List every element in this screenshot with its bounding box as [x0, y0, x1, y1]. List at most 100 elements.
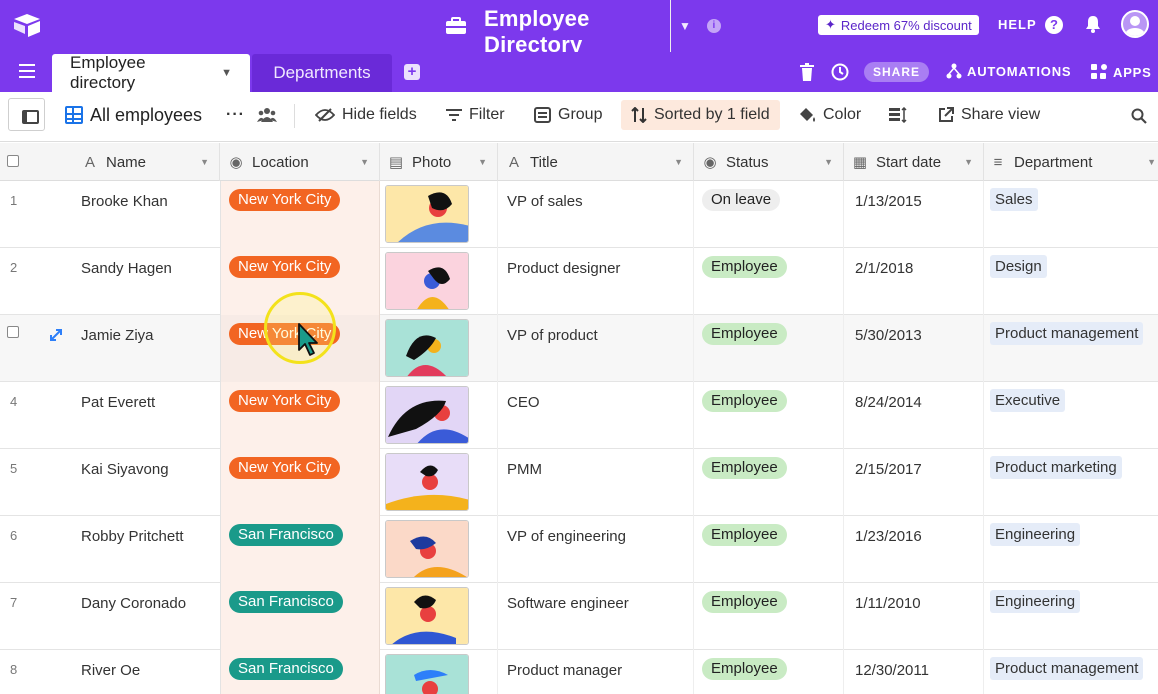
color-button[interactable]: Color	[798, 100, 861, 130]
table-row[interactable]: 8 River Oe San Francisco Product manager…	[0, 650, 1158, 694]
department-cell[interactable]: Design	[984, 248, 1158, 315]
view-switcher[interactable]: All employees	[65, 100, 202, 130]
tab-departments[interactable]: Departments	[252, 54, 392, 92]
sort-button[interactable]: Sorted by 1 field	[621, 100, 780, 130]
table-row[interactable]: 4 Pat Everett New York City CEO Employee…	[0, 382, 1158, 449]
name-cell[interactable]: Sandy Hagen	[81, 260, 172, 277]
title-cell[interactable]: VP of sales	[498, 181, 694, 248]
status-cell[interactable]: Employee	[694, 583, 844, 650]
table-row[interactable]: 2 Sandy Hagen New York City Product desi…	[0, 248, 1158, 315]
start-date-cell[interactable]: 12/30/2011	[844, 650, 984, 694]
share-view-button[interactable]: Share view	[938, 100, 1040, 130]
column-header-location[interactable]: ◉ Location ▼	[220, 143, 380, 181]
title-cell[interactable]: Product manager	[498, 650, 694, 694]
row-height-button[interactable]	[889, 100, 907, 130]
status-cell[interactable]: Employee	[694, 516, 844, 583]
chevron-down-icon[interactable]: ▼	[964, 157, 973, 167]
photo-cell[interactable]	[380, 516, 498, 583]
location-cell[interactable]: San Francisco	[220, 516, 380, 583]
table-row[interactable]: 7 Dany Coronado San Francisco Software e…	[0, 583, 1158, 650]
start-date-cell[interactable]: 1/23/2016	[844, 516, 984, 583]
chevron-down-icon[interactable]: ▼	[824, 157, 833, 167]
status-cell[interactable]: Employee	[694, 315, 844, 382]
apps-button[interactable]: APPS	[1090, 63, 1152, 81]
name-cell[interactable]: Pat Everett	[81, 394, 156, 411]
title-cell[interactable]: VP of product	[498, 315, 694, 382]
history-icon[interactable]	[830, 62, 850, 82]
employee-photo[interactable]	[385, 453, 469, 511]
share-button[interactable]: SHARE	[864, 62, 930, 82]
employee-photo[interactable]	[385, 386, 469, 444]
group-button[interactable]: Group	[534, 100, 602, 130]
hide-fields-button[interactable]: Hide fields	[315, 100, 417, 130]
title-cell[interactable]: PMM	[498, 449, 694, 516]
tab-employee-directory[interactable]: Employee directory ▼	[52, 53, 250, 92]
photo-cell[interactable]	[380, 248, 498, 315]
chevron-down-icon[interactable]: ▼	[478, 157, 487, 167]
table-row[interactable]: 6 Robby Pritchett San Francisco VP of en…	[0, 516, 1158, 583]
employee-photo[interactable]	[385, 587, 469, 645]
photo-cell[interactable]	[380, 315, 498, 382]
title-cell[interactable]: CEO	[498, 382, 694, 449]
employee-photo[interactable]	[385, 520, 469, 578]
department-cell[interactable]: Sales	[984, 181, 1158, 248]
title-cell[interactable]: VP of engineering	[498, 516, 694, 583]
start-date-cell[interactable]: 5/30/2013	[844, 315, 984, 382]
start-date-cell[interactable]: 8/24/2014	[844, 382, 984, 449]
more-options-icon[interactable]: ···	[226, 106, 245, 123]
start-date-cell[interactable]: 1/13/2015	[844, 181, 984, 248]
select-all-checkbox[interactable]	[7, 155, 19, 167]
location-cell[interactable]: New York City	[220, 449, 380, 516]
photo-cell[interactable]	[380, 382, 498, 449]
trash-icon[interactable]	[800, 63, 814, 81]
row-checkbox[interactable]	[7, 326, 19, 338]
chevron-down-icon[interactable]: ▼	[679, 19, 691, 33]
department-cell[interactable]: Product management	[984, 315, 1158, 382]
help-link[interactable]: HELP	[998, 17, 1037, 32]
department-cell[interactable]: Engineering	[984, 516, 1158, 583]
location-cell[interactable]: New York City	[220, 181, 380, 248]
column-header-photo[interactable]: ▤ Photo ▼	[380, 143, 498, 181]
column-header-name[interactable]: A Name ▼	[74, 143, 220, 181]
photo-cell[interactable]	[380, 449, 498, 516]
department-cell[interactable]: Engineering	[984, 583, 1158, 650]
base-logo-icon[interactable]	[12, 12, 42, 38]
automations-button[interactable]: AUTOMATIONS	[946, 63, 1071, 79]
status-cell[interactable]: On leave	[694, 181, 844, 248]
status-cell[interactable]: Employee	[694, 382, 844, 449]
help-icon[interactable]: ?	[1045, 16, 1063, 34]
menu-icon[interactable]	[19, 64, 35, 78]
name-cell[interactable]: Jamie Ziya	[81, 327, 154, 344]
info-icon[interactable]: i	[706, 19, 721, 33]
location-cell[interactable]: New York City	[220, 382, 380, 449]
redeem-discount-button[interactable]: ✦ Redeem 67% discount	[818, 15, 979, 35]
photo-cell[interactable]	[380, 650, 498, 694]
start-date-cell[interactable]: 1/11/2010	[844, 583, 984, 650]
chevron-down-icon[interactable]: ▼	[221, 67, 232, 79]
photo-cell[interactable]	[380, 181, 498, 248]
start-date-cell[interactable]: 2/15/2017	[844, 449, 984, 516]
photo-cell[interactable]	[380, 583, 498, 650]
column-header-start-date[interactable]: ▦ Start date ▼	[844, 143, 984, 181]
column-header-status[interactable]: ◉ Status ▼	[694, 143, 844, 181]
name-cell[interactable]: Dany Coronado	[81, 595, 187, 612]
table-row[interactable]: Jamie Ziya New York City VP of product E…	[0, 315, 1158, 382]
expand-record-icon[interactable]	[49, 328, 63, 342]
title-cell[interactable]: Product designer	[498, 248, 694, 315]
column-header-department[interactable]: ≡ Department ▼	[984, 143, 1158, 181]
start-date-cell[interactable]: 2/1/2018	[844, 248, 984, 315]
chevron-down-icon[interactable]: ▼	[1147, 157, 1156, 167]
title-cell[interactable]: Software engineer	[498, 583, 694, 650]
sidebar-toggle-button[interactable]	[8, 98, 45, 131]
table-row[interactable]: 1 Brooke Khan New York City VP of sales …	[0, 181, 1158, 248]
name-cell[interactable]: Brooke Khan	[81, 193, 168, 210]
add-table-icon[interactable]: +	[404, 64, 420, 80]
name-cell[interactable]: River Oe	[81, 662, 141, 679]
bell-icon[interactable]	[1085, 15, 1101, 33]
location-cell[interactable]: San Francisco	[220, 583, 380, 650]
base-title[interactable]: Employee Directory ▼ i	[445, 0, 721, 58]
status-cell[interactable]: Employee	[694, 650, 844, 694]
employee-photo[interactable]	[385, 185, 469, 243]
employee-photo[interactable]	[385, 654, 469, 694]
search-icon[interactable]	[1131, 108, 1147, 124]
